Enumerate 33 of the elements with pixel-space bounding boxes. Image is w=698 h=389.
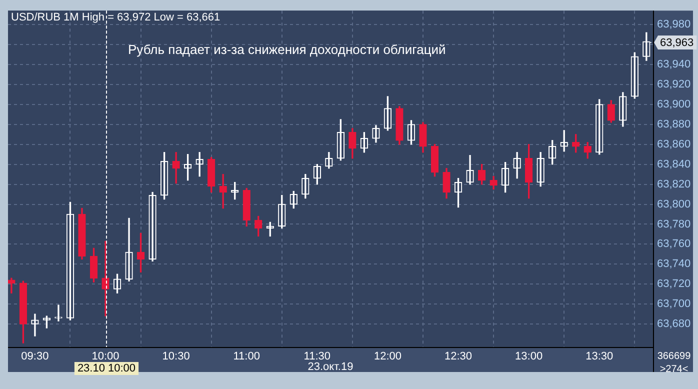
x-tick-label: 11:30	[304, 350, 331, 363]
y-tick-label: 63,980	[657, 18, 691, 31]
y-tick-label: 63,800	[657, 198, 691, 210]
y-tick-label: 63,760	[657, 238, 691, 250]
y-tick-label: 63,860	[657, 138, 691, 150]
x-tick-label: 12:30	[444, 350, 472, 363]
x-tick-label: 13:30	[586, 350, 614, 363]
annotation: USD/RUB 1M High = 63,972 Low = 63,661	[11, 12, 220, 24]
y-tick-label: 63,820	[657, 178, 691, 190]
candlestick	[42, 316, 51, 328]
y-tick-label: 63,680	[657, 318, 691, 330]
ref-line-label: 23.10 10:00	[77, 362, 136, 375]
candlestick	[54, 304, 62, 322]
y-tick-label: 63,920	[657, 78, 691, 90]
text: >274<	[660, 364, 688, 375]
x-tick-label: 13:00	[515, 350, 543, 363]
text: 366699	[657, 350, 692, 362]
x-tick-label: 10:30	[162, 350, 190, 363]
y-tick-label: 63,940	[657, 58, 691, 71]
x-tick-label: 12:00	[374, 350, 402, 363]
y-tick-label: 63,740	[657, 258, 691, 270]
y-tick-label: 63,840	[657, 158, 691, 170]
annotation: 63,963	[660, 37, 694, 50]
y-tick-label: 63,880	[657, 118, 691, 130]
y-tick-label: 63,900	[657, 98, 691, 110]
text: Рубль падает из-за снижения доходности облигаций	[128, 42, 446, 58]
x-tick-label: 09:30	[21, 350, 49, 363]
x-axis-title: 23.окт.19	[308, 361, 354, 374]
x-tick-label: 10:00	[92, 350, 120, 363]
x-tick-label: 11:00	[233, 350, 260, 363]
y-tick-label: 63,720	[657, 278, 691, 290]
y-tick-label: 63,780	[657, 218, 691, 230]
y-tick-label: 63,700	[657, 298, 691, 310]
